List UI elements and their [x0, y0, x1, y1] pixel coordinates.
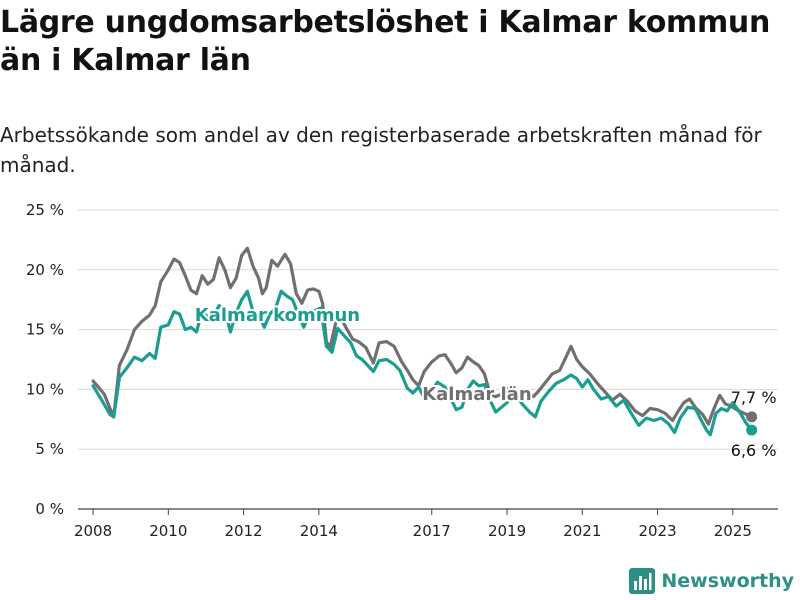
- y-tick-label: 0 %: [35, 500, 64, 518]
- x-tick-label: 2017: [413, 522, 451, 540]
- x-tick-label: 2021: [563, 522, 601, 540]
- y-tick-label: 25 %: [26, 201, 64, 219]
- x-tick-label: 2008: [74, 522, 112, 540]
- brand-name: Newsworthy: [661, 570, 794, 592]
- end-value-label: 7,7 %: [731, 388, 777, 407]
- x-tick-label: 2019: [488, 522, 526, 540]
- line-chart: 0 %5 %10 %15 %20 %25 % 2008 2010 2012 2014 2…: [26, 201, 778, 540]
- y-tick-label: 5 %: [35, 440, 64, 458]
- end-markers: 7,7 % 6,6 %: [731, 388, 777, 460]
- y-tick-label: 20 %: [26, 261, 64, 279]
- x-tick-label: 2025: [714, 522, 752, 540]
- series-line-kalmar-l-n: [91, 246, 754, 426]
- end-point-kalmar-kommun: [746, 424, 758, 436]
- x-tick-label: 2014: [300, 522, 338, 540]
- bar-chart-icon: [629, 568, 656, 594]
- x-tick-label: 2023: [638, 522, 676, 540]
- y-tick-label: 10 %: [26, 380, 64, 398]
- gridlines: [78, 209, 778, 510]
- end-value-label: 6,6 %: [731, 441, 777, 460]
- y-tick-label: 15 %: [26, 321, 64, 339]
- brand-logo: Newsworthy: [629, 568, 794, 594]
- series-labels: Kalmar län Kalmar kommun: [193, 303, 534, 407]
- x-tick-label: 2010: [149, 522, 187, 540]
- series-label-kalmar-kommun: Kalmar kommun: [195, 305, 360, 326]
- series-lines: [91, 246, 754, 437]
- x-tick-label: 2012: [224, 522, 262, 540]
- x-axis: 2008 2010 2012 2014 2017 2019 2021 2023 2025: [74, 509, 752, 540]
- series-label-kalmar-l-n: Kalmar län: [422, 384, 531, 405]
- y-axis-ticks: 0 % 5 % 10 % 15 % 20 % 25 %: [26, 201, 64, 518]
- chart-title: Lägre ungdomsarbetslöshet i Kalmar kommu…: [0, 5, 771, 78]
- series-line-kalmar-kommun: [91, 289, 754, 437]
- end-point-kalmar-l-n: [746, 411, 758, 423]
- chart-subtitle: Arbetssökande som andel av den registerb…: [0, 123, 762, 177]
